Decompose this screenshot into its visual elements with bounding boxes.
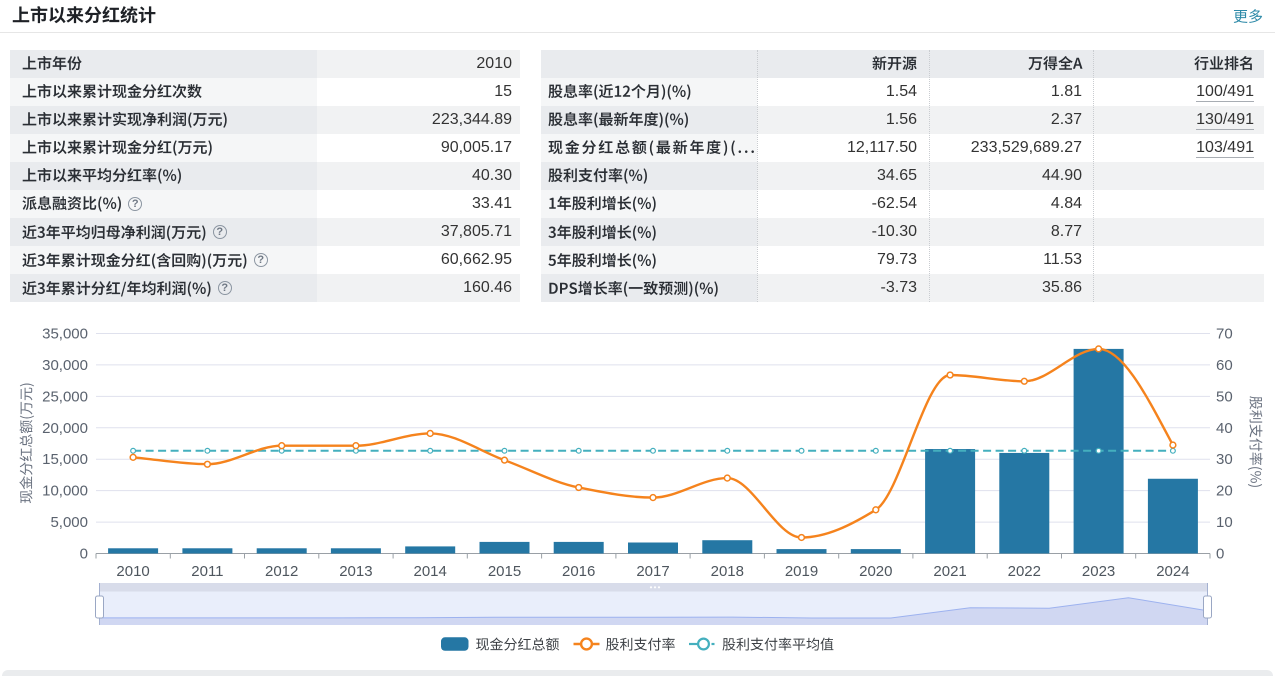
svg-text:40: 40 xyxy=(1216,420,1233,437)
svg-text:10: 10 xyxy=(1216,514,1233,531)
svg-text:2021: 2021 xyxy=(933,563,966,580)
svg-text:50: 50 xyxy=(1216,388,1233,405)
svg-text:2012: 2012 xyxy=(265,563,298,580)
svg-text:2022: 2022 xyxy=(1008,563,1041,580)
svg-text:2015: 2015 xyxy=(488,563,521,580)
svg-text:0: 0 xyxy=(80,546,88,563)
svg-text:10,000: 10,000 xyxy=(42,483,88,500)
svg-text:2013: 2013 xyxy=(339,563,372,580)
svg-text:25,000: 25,000 xyxy=(42,388,88,405)
svg-text:2023: 2023 xyxy=(1082,563,1115,580)
svg-text:0: 0 xyxy=(1216,546,1224,563)
svg-text:30,000: 30,000 xyxy=(42,357,88,374)
svg-text:70: 70 xyxy=(1216,326,1233,343)
svg-text:5,000: 5,000 xyxy=(50,514,88,531)
svg-text:2010: 2010 xyxy=(116,563,149,580)
svg-text:35,000: 35,000 xyxy=(42,326,88,343)
svg-text:60: 60 xyxy=(1216,357,1233,374)
svg-text:20: 20 xyxy=(1216,483,1233,500)
svg-text:2018: 2018 xyxy=(711,563,744,580)
svg-text:2024: 2024 xyxy=(1156,563,1189,580)
svg-text:2014: 2014 xyxy=(414,563,447,580)
svg-text:20,000: 20,000 xyxy=(42,420,88,437)
svg-text:15,000: 15,000 xyxy=(42,451,88,468)
svg-text:2016: 2016 xyxy=(562,563,595,580)
svg-text:2017: 2017 xyxy=(636,563,669,580)
svg-text:2019: 2019 xyxy=(785,563,818,580)
svg-text:2020: 2020 xyxy=(859,563,892,580)
svg-text:30: 30 xyxy=(1216,451,1233,468)
svg-text:2011: 2011 xyxy=(191,563,223,580)
